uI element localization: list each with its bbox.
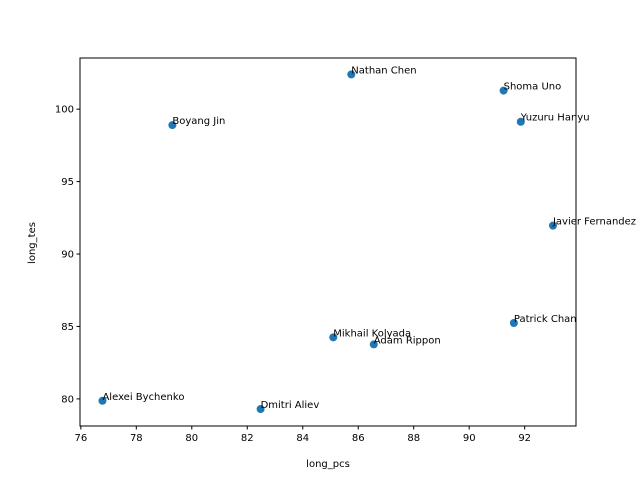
scatter-point bbox=[369, 340, 378, 349]
point-label: Adam Rippon bbox=[374, 335, 441, 346]
scatter-point bbox=[516, 117, 525, 126]
plot-area bbox=[79, 57, 577, 427]
y-axis-title: long_tes bbox=[27, 222, 38, 264]
y-tick-label: 80 bbox=[61, 394, 74, 405]
point-label: Mikhail Kolyada bbox=[333, 328, 411, 339]
scatter-point bbox=[499, 86, 508, 95]
point-label: Alexei Bychenko bbox=[102, 392, 184, 403]
scatter-point bbox=[98, 396, 107, 405]
scatter-point bbox=[347, 70, 356, 79]
points-layer: Nathan Chen Shoma Uno Yuzuru Hanyu Boyang J… bbox=[98, 65, 636, 414]
x-axis: 76 78 80 82 84 86 88 90 92 bbox=[74, 426, 531, 444]
scatter-point bbox=[256, 405, 265, 414]
x-tick-label: 78 bbox=[130, 433, 143, 444]
point-label: Nathan Chen bbox=[351, 65, 416, 76]
x-tick-label: 82 bbox=[241, 433, 254, 444]
y-axis: 80 85 90 95 100 bbox=[55, 105, 80, 405]
point-label: Dmitri Aliev bbox=[261, 400, 320, 411]
x-tick-label: 80 bbox=[185, 433, 198, 444]
point-label: Patrick Chan bbox=[514, 314, 577, 325]
x-tick-label: 76 bbox=[74, 433, 87, 444]
point-label: Boyang Jin bbox=[172, 116, 225, 127]
point-label: Shoma Uno bbox=[504, 82, 562, 93]
scatter-point bbox=[329, 333, 338, 342]
x-tick-label: 86 bbox=[352, 433, 365, 444]
x-tick-label: 84 bbox=[296, 433, 309, 444]
point-label: Javier Fernandez bbox=[552, 217, 636, 228]
x-tick-label: 92 bbox=[518, 433, 531, 444]
scatter-point bbox=[548, 221, 557, 230]
scatter-point bbox=[509, 318, 518, 327]
y-tick-label: 95 bbox=[61, 177, 74, 188]
plot-frame bbox=[79, 57, 577, 427]
x-tick-label: 90 bbox=[463, 433, 476, 444]
point-label: Yuzuru Hanyu bbox=[520, 113, 590, 124]
y-tick-label: 100 bbox=[55, 105, 74, 116]
x-tick-label: 88 bbox=[407, 433, 420, 444]
x-axis-title: long_pcs bbox=[306, 459, 350, 470]
scatter-point bbox=[168, 121, 177, 130]
y-tick-label: 90 bbox=[61, 250, 74, 261]
y-tick-label: 85 bbox=[61, 322, 74, 333]
